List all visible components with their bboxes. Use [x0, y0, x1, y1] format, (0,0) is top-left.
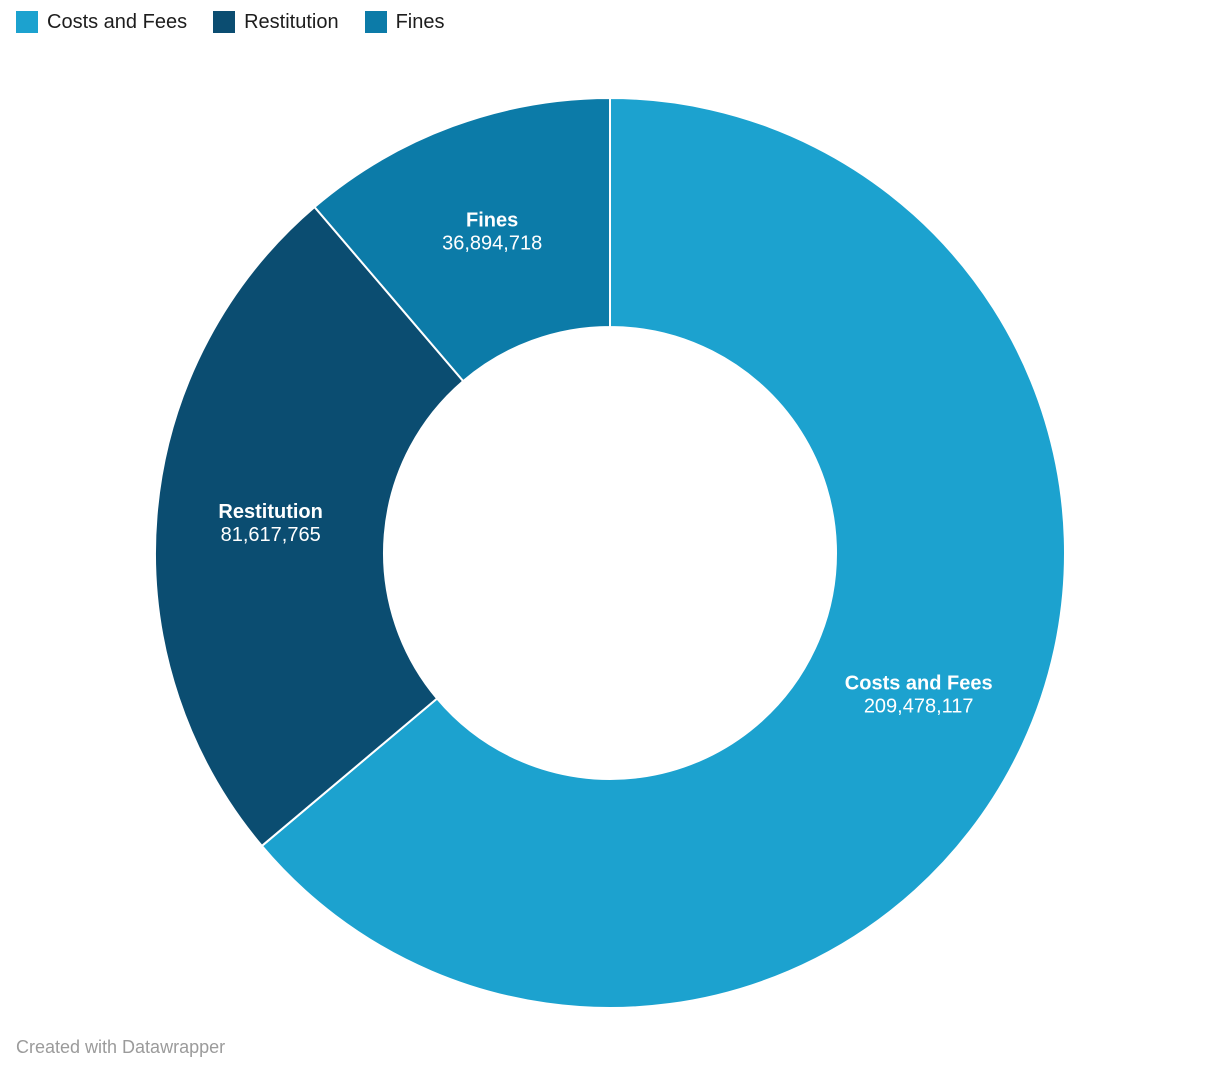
legend-swatch-icon	[213, 11, 236, 33]
legend-swatch-icon	[16, 11, 38, 33]
legend: Costs and Fees Restitution Fines	[16, 11, 444, 33]
legend-label: Costs and Fees	[47, 11, 188, 33]
legend-item-costs-and-fees: Costs and Fees	[16, 11, 187, 33]
slice-value-fines: 36,894,718	[442, 233, 542, 255]
slice-label-costs-and-fees: Costs and Fees	[845, 673, 993, 695]
pie-slice-costs-and-fees[interactable]	[260, 96, 1066, 1009]
slice-label-restitution: Restitution	[218, 501, 322, 523]
pie-slice-restitution[interactable]	[154, 205, 465, 848]
footer: Created with Datawrapper	[16, 1037, 225, 1058]
legend-swatch-icon	[364, 11, 387, 33]
slice-label-fines: Fines	[466, 210, 518, 232]
slice-value-restitution: 81,617,765	[221, 524, 321, 546]
legend-label: Restitution	[244, 11, 339, 33]
legend-item-restitution: Restitution	[213, 11, 339, 33]
datawrapper-credit-link[interactable]: Created with Datawrapper	[16, 1037, 226, 1057]
legend-item-fines: Fines	[364, 11, 445, 33]
legend-label: Fines	[395, 11, 445, 33]
pie-slice-fines[interactable]	[313, 96, 611, 383]
slice-value-costs-and-fees: 209,478,117	[864, 696, 974, 718]
